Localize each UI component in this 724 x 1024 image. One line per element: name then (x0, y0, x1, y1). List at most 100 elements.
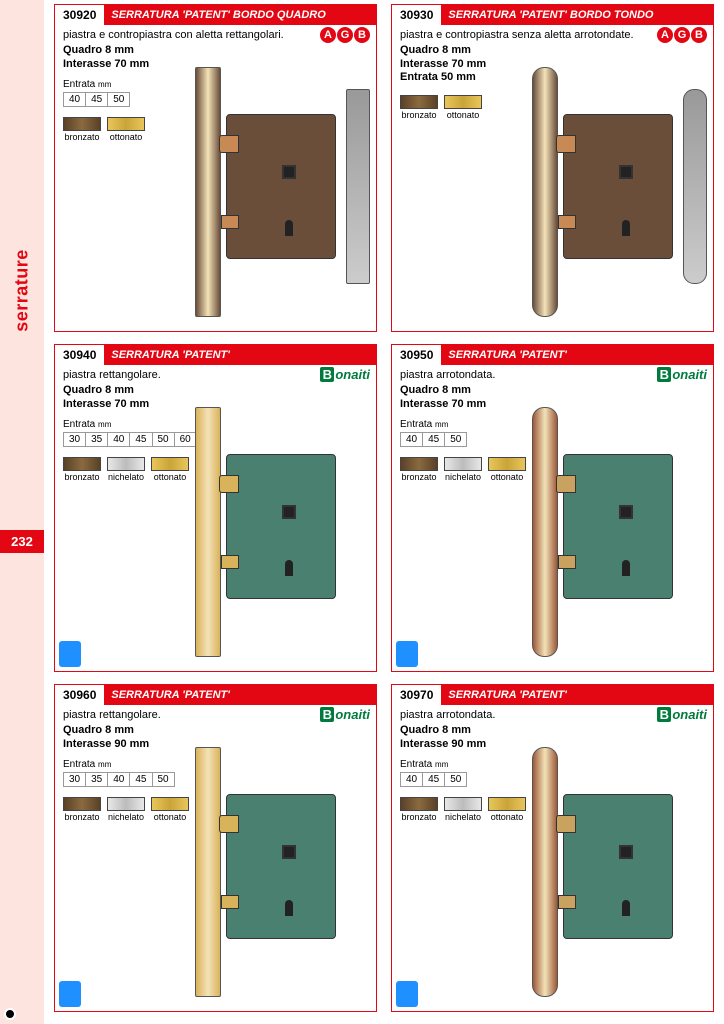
product-header: 30970 SERRATURA 'PATENT' (392, 685, 713, 705)
lock-keyhole-icon (622, 560, 630, 576)
finish-swatch-icon (107, 457, 145, 471)
info-badge-icon (59, 641, 81, 667)
product-title: SERRATURA 'PATENT' BORDO TONDO (442, 5, 713, 25)
product-header: 30920 SERRATURA 'PATENT' BORDO QUADRO (55, 5, 376, 25)
finish-label: ottonato (488, 472, 526, 482)
lock-bolt-icon (558, 895, 576, 909)
entrata-value: 40 (108, 773, 130, 786)
brand-agb-letter: B (691, 27, 707, 43)
finish-swatch-icon (63, 797, 101, 811)
brand-bonaiti-logo: Bonaiti (657, 367, 707, 382)
finish-label: bronzato (63, 812, 101, 822)
lock-latch-icon (556, 135, 576, 153)
entrata-value: 40 (400, 433, 423, 446)
lock-faceplate-icon (532, 747, 558, 997)
brand-bonaiti-b: B (657, 367, 671, 382)
product-body: AGB piastra e contropiastra senza aletta… (392, 25, 713, 331)
product-body: AGB piastra e contropiastra con aletta r… (55, 25, 376, 331)
product-title: SERRATURA 'PATENT' BORDO QUADRO (105, 5, 376, 25)
entrata-value: 50 (445, 773, 467, 786)
brand-bonaiti-b: B (320, 707, 334, 722)
info-badge-icon (396, 641, 418, 667)
finish-label: ottonato (488, 812, 526, 822)
corner-marker-icon (4, 1008, 16, 1020)
lock-faceplate-icon (195, 747, 221, 997)
lock-bolt-icon (558, 215, 576, 229)
lock-bolt-icon (221, 555, 239, 569)
product-spec: Quadro 8 mm (400, 724, 705, 738)
lock-latch-icon (219, 135, 239, 153)
product-title: SERRATURA 'PATENT' (105, 685, 376, 705)
entrata-value: 45 (130, 433, 152, 446)
finish-swatch-icon (63, 117, 101, 131)
lock-keyhole-icon (622, 900, 630, 916)
entrata-values: 404550 (400, 772, 467, 787)
product-illustration (191, 59, 366, 329)
entrata-values: 3035404550 (63, 772, 175, 787)
finish-option: nichelato (444, 797, 482, 822)
lock-faceplate-icon (532, 407, 558, 657)
lock-body-icon (226, 794, 336, 939)
strike-plate-icon (683, 89, 707, 284)
lock-faceplate-icon (195, 407, 221, 657)
entrata-value: 45 (423, 433, 445, 446)
finish-option: nichelato (107, 797, 145, 822)
lock-latch-icon (219, 815, 239, 833)
lock-faceplate-icon (532, 67, 558, 317)
lock-body-icon (563, 454, 673, 599)
finish-swatch-icon (444, 95, 482, 109)
product-code: 30970 (392, 685, 442, 705)
product-spec: Quadro 8 mm (400, 384, 705, 398)
finish-option: ottonato (107, 117, 145, 142)
finish-swatch-icon (488, 457, 526, 471)
finish-swatch-icon (151, 457, 189, 471)
entrata-value: 45 (86, 93, 108, 106)
finish-label: nichelato (444, 472, 482, 482)
brand-bonaiti-b: B (657, 707, 671, 722)
lock-bolt-icon (221, 215, 239, 229)
finish-option: bronzato (400, 95, 438, 120)
brand-agb-letter: B (354, 27, 370, 43)
finish-swatch-icon (400, 95, 438, 109)
product-illustration (191, 399, 366, 669)
finish-option: bronzato (63, 457, 101, 482)
lock-body-icon (563, 794, 673, 939)
product-body: Bonaiti piastra arrotondata. Quadro 8 mm… (392, 705, 713, 1011)
finish-option: bronzato (63, 797, 101, 822)
sidebar: serrature (0, 0, 44, 1024)
finish-option: ottonato (444, 95, 482, 120)
finish-label: ottonato (107, 132, 145, 142)
brand-agb-letter: A (657, 27, 673, 43)
finish-option: ottonato (151, 797, 189, 822)
lock-body-icon (563, 114, 673, 259)
brand-bonaiti-logo: Bonaiti (320, 367, 370, 382)
brand-bonaiti-logo: Bonaiti (657, 707, 707, 722)
entrata-value: 50 (153, 773, 175, 786)
entrata-value: 50 (108, 93, 130, 106)
brand-agb-letter: G (674, 27, 690, 43)
lock-spindle-icon (282, 845, 296, 859)
lock-faceplate-icon (195, 67, 221, 317)
entrata-value: 40 (63, 93, 86, 106)
product-header: 30960 SERRATURA 'PATENT' (55, 685, 376, 705)
product-title: SERRATURA 'PATENT' (442, 345, 713, 365)
finish-swatch-icon (444, 797, 482, 811)
lock-keyhole-icon (622, 220, 630, 236)
finish-swatch-icon (400, 457, 438, 471)
product-cell: 30920 SERRATURA 'PATENT' BORDO QUADRO AG… (54, 4, 377, 332)
finish-label: bronzato (400, 472, 438, 482)
finish-option: ottonato (488, 797, 526, 822)
finish-option: nichelato (107, 457, 145, 482)
finish-label: nichelato (444, 812, 482, 822)
lock-latch-icon (556, 475, 576, 493)
product-title: SERRATURA 'PATENT' (105, 345, 376, 365)
strike-plate-icon (346, 89, 370, 284)
product-spec: Quadro 8 mm (63, 384, 368, 398)
finish-option: nichelato (444, 457, 482, 482)
finish-option: bronzato (63, 117, 101, 142)
product-header: 30950 SERRATURA 'PATENT' (392, 345, 713, 365)
product-body: Bonaiti piastra rettangolare. Quadro 8 m… (55, 705, 376, 1011)
finish-swatch-icon (488, 797, 526, 811)
brand-agb-letter: A (320, 27, 336, 43)
product-header: 30930 SERRATURA 'PATENT' BORDO TONDO (392, 5, 713, 25)
